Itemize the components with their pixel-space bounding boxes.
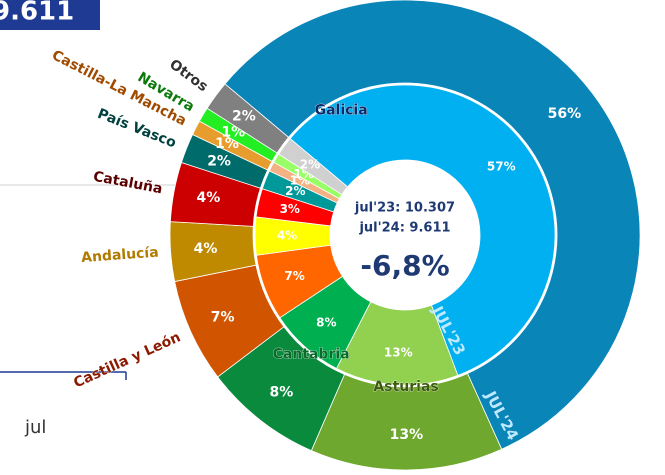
- slice: [278, 138, 349, 196]
- center-hole: [332, 162, 478, 308]
- category-label: Cantabria: [273, 347, 350, 363]
- category-label: Cataluña: [92, 169, 164, 198]
- value-label: 13%: [384, 345, 413, 359]
- donut: 57%13%8%7%4%3%2%1%1%2%56%13%8%7%4%4%2%1%…: [49, 0, 641, 471]
- header-box: [0, 0, 100, 30]
- slice: [289, 84, 556, 376]
- center-value: -6,8%: [360, 249, 449, 282]
- value-label: 13%: [390, 427, 424, 443]
- value-label: 4%: [197, 190, 221, 206]
- value-label: 8%: [316, 315, 336, 329]
- header-value: 9.611: [0, 0, 74, 27]
- value-label: 8%: [270, 384, 294, 400]
- value-label: 56%: [548, 106, 582, 122]
- value-label: 57%: [487, 159, 516, 173]
- category-label: Asturias: [373, 379, 438, 395]
- slice: [224, 0, 641, 450]
- slice: [206, 83, 290, 154]
- value-label: 2%: [207, 153, 231, 169]
- value-label: 2%: [232, 109, 256, 125]
- center-line: jul'24: 9.611: [358, 221, 450, 236]
- category-label: Andalucía: [81, 245, 160, 266]
- value-label: 2%: [285, 184, 305, 198]
- category-label: Galicia: [315, 102, 368, 118]
- value-label: 7%: [211, 309, 235, 325]
- value-label: 4%: [194, 241, 218, 257]
- center-line: jul'23: 10.307: [354, 201, 455, 216]
- value-label: 4%: [277, 228, 297, 242]
- value-label: 3%: [280, 202, 300, 216]
- value-label: 2%: [300, 158, 320, 172]
- value-label: 7%: [284, 269, 304, 283]
- category-label: Castilla y León: [71, 329, 183, 391]
- axis-label: jul: [24, 417, 46, 438]
